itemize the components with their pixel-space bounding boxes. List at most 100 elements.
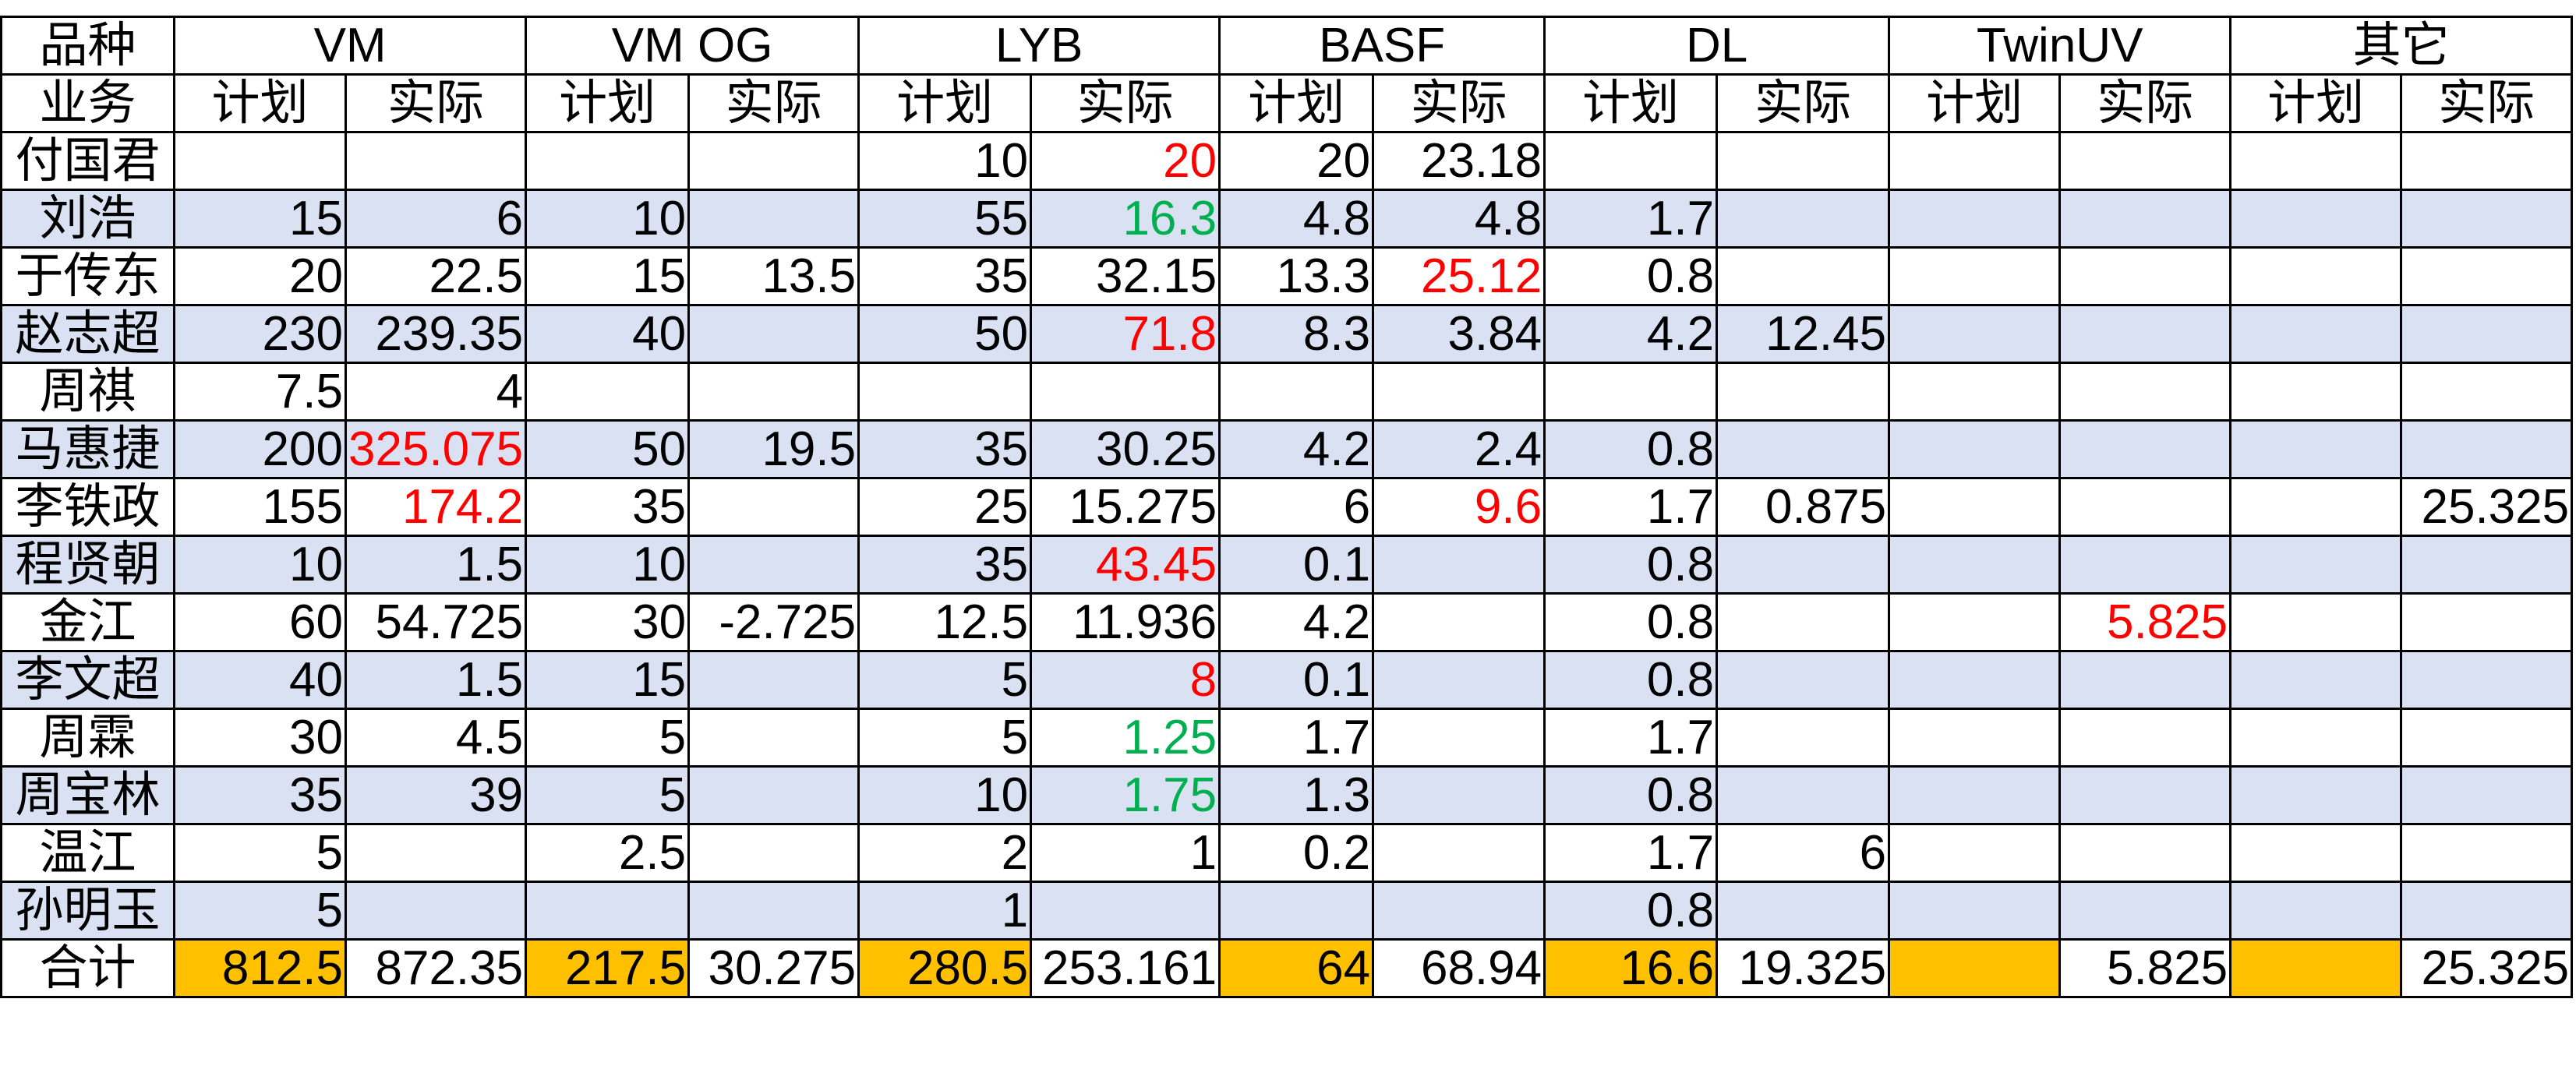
plan-cell: 0.1 <box>1218 650 1375 710</box>
actual-cell: 1.5 <box>344 535 528 595</box>
plan-cell: 4.2 <box>1218 592 1375 652</box>
plan-cell <box>1888 189 2062 249</box>
plan-cell: 155 <box>173 477 347 537</box>
plan-cell: 4.2 <box>1543 304 1719 364</box>
salesperson-name: 周霖 <box>0 708 175 768</box>
table-row: 付国君 10 20 20 23.18 <box>0 131 2574 191</box>
group-header: DL <box>1543 16 1891 76</box>
total-plan-cell: 16.6 <box>1543 938 1719 998</box>
actual-cell <box>1372 650 1546 710</box>
actual-cell: 4 <box>344 362 528 422</box>
plan-cell <box>2229 362 2403 422</box>
actual-cell <box>1372 362 1546 422</box>
actual-cell: 1.25 <box>1030 708 1221 768</box>
total-plan-cell: 217.5 <box>525 938 691 998</box>
plan-cell: 30 <box>525 592 691 652</box>
salesperson-name: 温江 <box>0 823 175 883</box>
plan-cell <box>2229 246 2403 306</box>
plan-cell: 40 <box>173 650 347 710</box>
plan-cell: 1.7 <box>1543 823 1719 883</box>
actual-cell <box>1716 881 1891 941</box>
plan-cell <box>2229 708 2403 768</box>
plan-cell: 0.8 <box>1543 650 1719 710</box>
plan-cell: 10 <box>857 131 1033 191</box>
actual-cell <box>2400 708 2574 768</box>
plan-cell <box>1888 708 2062 768</box>
salesperson-name: 李铁政 <box>0 477 175 537</box>
actual-header: 实际 <box>2400 73 2574 133</box>
actual-cell: 16.3 <box>1030 189 1221 249</box>
actual-cell <box>1716 765 1891 825</box>
plan-cell <box>525 881 691 941</box>
plan-cell: 50 <box>857 304 1033 364</box>
actual-header: 实际 <box>2058 73 2232 133</box>
plan-cell: 1.7 <box>1543 708 1719 768</box>
actual-cell <box>687 362 860 422</box>
actual-cell <box>1372 535 1546 595</box>
plan-cell: 35 <box>857 246 1033 306</box>
plan-cell: 12.5 <box>857 592 1033 652</box>
plan-cell <box>525 362 691 422</box>
table-row: 刘浩 15 6 10 55 16.3 4.8 4.8 1.7 <box>0 189 2574 249</box>
table-row: 李铁政 155 174.2 35 25 15.275 6 9.6 1.7 0.875 25.325 <box>0 477 2574 537</box>
group-header: LYB <box>857 16 1221 76</box>
plan-cell: 5 <box>525 708 691 768</box>
plan-cell: 0.1 <box>1218 535 1375 595</box>
actual-cell <box>2058 304 2232 364</box>
total-actual-cell: 19.325 <box>1716 938 1891 998</box>
plan-cell: 10 <box>525 189 691 249</box>
salesperson-name: 程贤朝 <box>0 535 175 595</box>
plan-cell <box>2229 131 2403 191</box>
table-row: 于传东 20 22.5 15 13.5 35 32.15 13.3 25.12 0.8 <box>0 246 2574 306</box>
plan-cell: 60 <box>173 592 347 652</box>
plan-header: 计划 <box>525 73 691 133</box>
plan-cell: 20 <box>173 246 347 306</box>
actual-cell <box>687 881 860 941</box>
plan-header: 计划 <box>2229 73 2403 133</box>
actual-cell: 12.45 <box>1716 304 1891 364</box>
plan-cell <box>1888 304 2062 364</box>
actual-cell <box>2400 304 2574 364</box>
plan-cell: 4.8 <box>1218 189 1375 249</box>
actual-cell <box>1372 765 1546 825</box>
plan-cell <box>1888 362 2062 422</box>
actual-cell: 0.875 <box>1716 477 1891 537</box>
salesperson-name: 刘浩 <box>0 189 175 249</box>
actual-cell <box>2058 535 2232 595</box>
plan-cell <box>2229 823 2403 883</box>
actual-cell <box>2058 477 2232 537</box>
actual-cell: 30.25 <box>1030 419 1221 479</box>
plan-cell: 35 <box>857 535 1033 595</box>
actual-cell: 32.15 <box>1030 246 1221 306</box>
actual-cell: 239.35 <box>344 304 528 364</box>
actual-header: 实际 <box>344 73 528 133</box>
plan-cell <box>173 131 347 191</box>
plan-cell <box>1888 881 2062 941</box>
salesperson-name: 付国君 <box>0 131 175 191</box>
actual-cell <box>2058 823 2232 883</box>
plan-cell: 6 <box>1218 477 1375 537</box>
actual-cell <box>687 765 860 825</box>
actual-cell: 19.5 <box>687 419 860 479</box>
plan-cell: 1 <box>857 881 1033 941</box>
plan-cell <box>2229 535 2403 595</box>
total-plan-cell: 64 <box>1218 938 1375 998</box>
total-plan-cell: 280.5 <box>857 938 1033 998</box>
actual-cell <box>2058 362 2232 422</box>
plan-cell: 1.7 <box>1543 477 1719 537</box>
actual-cell <box>1372 708 1546 768</box>
header-row-plan-actual: 业务 计划 实际 计划 实际 计划 实际 计划 实际 计划 实际 计划 实际 计… <box>0 73 2574 133</box>
salesperson-name: 周宝林 <box>0 765 175 825</box>
actual-cell <box>2058 708 2232 768</box>
plan-cell: 5 <box>525 765 691 825</box>
plan-cell: 5 <box>857 650 1033 710</box>
actual-cell <box>1372 823 1546 883</box>
actual-cell <box>1716 535 1891 595</box>
actual-cell <box>2058 131 2232 191</box>
actual-cell <box>1030 881 1221 941</box>
plan-cell <box>1218 881 1375 941</box>
salesperson-name: 周祺 <box>0 362 175 422</box>
actual-cell: 1.5 <box>344 650 528 710</box>
total-row: 合计 812.5 872.35 217.5 30.275 280.5 253.161 64 68… <box>0 938 2574 998</box>
table-row: 周宝林 35 39 5 10 1.75 1.3 0.8 <box>0 765 2574 825</box>
